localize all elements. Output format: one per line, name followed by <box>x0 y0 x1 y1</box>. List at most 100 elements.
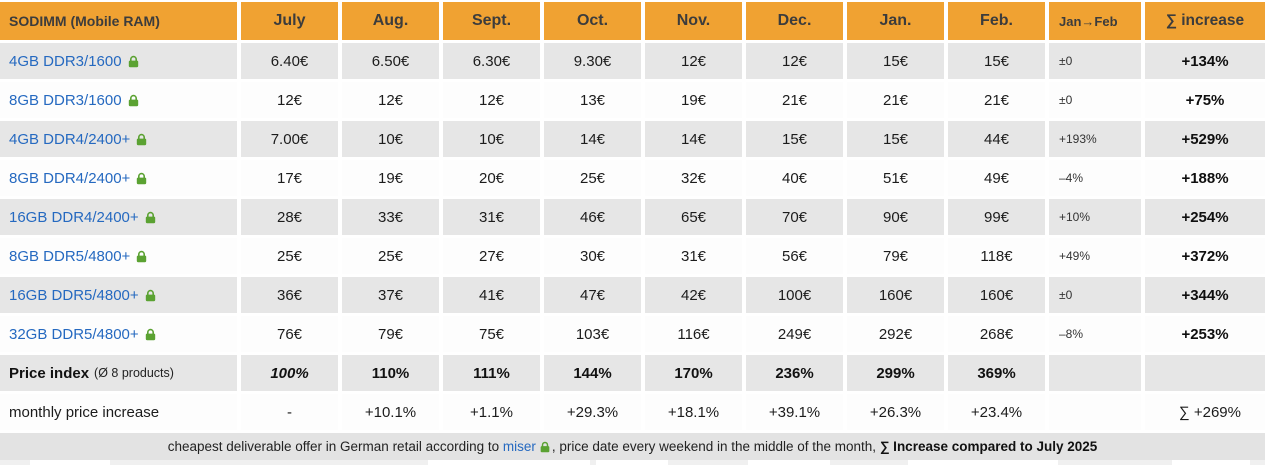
monthly-increase-cell: - <box>241 394 338 430</box>
janfeb-change-cell: ±0 <box>1049 82 1141 118</box>
price-cell: 21€ <box>847 82 944 118</box>
product-link[interactable]: 32GB DDR5/4800+ <box>9 325 139 343</box>
price-cell: 19€ <box>342 160 439 196</box>
monthly-increase-cell: +29.3% <box>544 394 641 430</box>
product-link[interactable]: 16GB DDR5/4800+ <box>9 286 139 304</box>
footnote-sum-note: ∑ Increase compared to July 2025 <box>879 439 1098 454</box>
monthly-increase-label: monthly price increase <box>0 394 237 430</box>
product-link[interactable]: 8GB DDR5/4800+ <box>9 247 131 265</box>
janfeb-change-cell: +49% <box>1049 238 1141 274</box>
price-index-cell: 236% <box>746 355 843 391</box>
price-cell: 12€ <box>443 82 540 118</box>
price-cell: 6.50€ <box>342 43 439 79</box>
monthly-increase-cell: +18.1% <box>645 394 742 430</box>
price-cell: 36€ <box>241 277 338 313</box>
janfeb-empty-cell <box>1049 355 1141 391</box>
price-index-cell: 144% <box>544 355 641 391</box>
price-cell: 160€ <box>847 277 944 313</box>
price-index-cell: 111% <box>443 355 540 391</box>
price-cell: 42€ <box>645 277 742 313</box>
price-cell: 99€ <box>948 199 1045 235</box>
price-cell: 292€ <box>847 316 944 352</box>
price-cell: 160€ <box>948 277 1045 313</box>
sum-empty-cell <box>1145 355 1265 391</box>
sum-increase-cell: +372% <box>1145 238 1265 274</box>
price-cell: 17€ <box>241 160 338 196</box>
column-header-janfeb: Jan→Feb <box>1049 2 1141 40</box>
price-cell: 21€ <box>746 82 843 118</box>
price-cell: 21€ <box>948 82 1045 118</box>
price-index-label-cell: Price index (Ø 8 products) <box>0 355 237 391</box>
janfeb-change-cell: +10% <box>1049 199 1141 235</box>
price-cell: 10€ <box>342 121 439 157</box>
column-header-month-aug: Aug. <box>342 2 439 40</box>
product-cell: 8GB DDR5/4800+ <box>0 238 237 274</box>
price-cell: 51€ <box>847 160 944 196</box>
lock-icon <box>145 328 155 340</box>
price-cell: 79€ <box>342 316 439 352</box>
column-header-month-oct: Oct. <box>544 2 641 40</box>
product-link[interactable]: 4GB DDR4/2400+ <box>9 130 131 148</box>
miser-link[interactable]: miser <box>502 439 536 454</box>
price-cell: 90€ <box>847 199 944 235</box>
product-cell: 8GB DDR4/2400+ <box>0 160 237 196</box>
product-link[interactable]: 4GB DDR3/1600 <box>9 52 122 70</box>
footnote-text-after: , price date every weekend in the middle… <box>551 439 880 454</box>
janfeb-change-cell: ±0 <box>1049 43 1141 79</box>
price-cell: 41€ <box>443 277 540 313</box>
price-cell: 10€ <box>443 121 540 157</box>
price-cell: 65€ <box>645 199 742 235</box>
product-cell: 4GB DDR3/1600 <box>0 43 237 79</box>
product-cell: 16GB DDR5/4800+ <box>0 277 237 313</box>
product-cell: 32GB DDR5/4800+ <box>0 316 237 352</box>
janfeb-change-cell: –4% <box>1049 160 1141 196</box>
lock-icon <box>145 289 155 301</box>
product-cell: 8GB DDR3/1600 <box>0 82 237 118</box>
price-cell: 28€ <box>241 199 338 235</box>
column-header-month-jan: Jan. <box>847 2 944 40</box>
price-cell: 27€ <box>443 238 540 274</box>
monthly-sum-cell: ∑ +269% <box>1145 394 1265 430</box>
partial-row-segment <box>30 460 110 465</box>
lock-icon <box>137 133 147 145</box>
sum-increase-cell: +75% <box>1145 82 1265 118</box>
product-link[interactable]: 8GB DDR4/2400+ <box>9 169 131 187</box>
price-cell: 37€ <box>342 277 439 313</box>
monthly-increase-cell: +39.1% <box>746 394 843 430</box>
sum-increase-cell: +253% <box>1145 316 1265 352</box>
price-cell: 76€ <box>241 316 338 352</box>
footnote-text-before: cheapest deliverable offer in German ret… <box>167 439 503 454</box>
price-cell: 12€ <box>746 43 843 79</box>
product-link[interactable]: 16GB DDR4/2400+ <box>9 208 139 226</box>
partial-row-segment <box>1172 460 1250 465</box>
price-cell: 118€ <box>948 238 1045 274</box>
price-cell: 116€ <box>645 316 742 352</box>
product-link[interactable]: 8GB DDR3/1600 <box>9 91 122 109</box>
sum-increase-cell: +344% <box>1145 277 1265 313</box>
price-cell: 249€ <box>746 316 843 352</box>
price-cell: 14€ <box>645 121 742 157</box>
price-cell: 70€ <box>746 199 843 235</box>
partial-row-segment <box>428 460 590 465</box>
janfeb-change-cell: +193% <box>1049 121 1141 157</box>
price-index-cell: 100% <box>241 355 338 391</box>
price-cell: 6.40€ <box>241 43 338 79</box>
price-index-cell: 299% <box>847 355 944 391</box>
column-header-month-nov: Nov. <box>645 2 742 40</box>
price-cell: 75€ <box>443 316 540 352</box>
product-cell: 16GB DDR4/2400+ <box>0 199 237 235</box>
price-cell: 12€ <box>241 82 338 118</box>
lock-icon <box>128 55 138 67</box>
monthly-increase-cell: +23.4% <box>948 394 1045 430</box>
price-cell: 100€ <box>746 277 843 313</box>
price-index-note: (Ø 8 products) <box>94 366 174 380</box>
sum-increase-cell: +254% <box>1145 199 1265 235</box>
price-cell: 30€ <box>544 238 641 274</box>
column-header-month-july: July <box>241 2 338 40</box>
price-cell: 31€ <box>443 199 540 235</box>
sum-increase-cell: +134% <box>1145 43 1265 79</box>
price-cell: 20€ <box>443 160 540 196</box>
next-table-partial-row <box>0 460 1265 465</box>
table-footnote: cheapest deliverable offer in German ret… <box>0 433 1265 460</box>
